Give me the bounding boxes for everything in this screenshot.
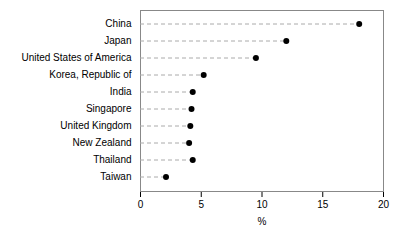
svg-text:Taiwan: Taiwan xyxy=(100,171,131,182)
svg-text:15: 15 xyxy=(317,199,329,210)
svg-text:United States of America: United States of America xyxy=(21,52,131,63)
svg-text:20: 20 xyxy=(378,199,390,210)
svg-text:India: India xyxy=(110,86,132,97)
svg-text:10: 10 xyxy=(256,199,268,210)
svg-text:United Kingdom: United Kingdom xyxy=(60,120,131,131)
svg-text:0: 0 xyxy=(138,199,144,210)
svg-text:China: China xyxy=(105,18,132,29)
svg-text:5: 5 xyxy=(198,199,204,210)
svg-text:%: % xyxy=(258,216,267,227)
svg-text:New Zealand: New Zealand xyxy=(73,137,132,148)
svg-text:Thailand: Thailand xyxy=(93,154,131,165)
svg-text:Singapore: Singapore xyxy=(86,103,132,114)
svg-text:Korea, Republic of: Korea, Republic of xyxy=(49,69,131,80)
svg-text:Japan: Japan xyxy=(104,35,131,46)
